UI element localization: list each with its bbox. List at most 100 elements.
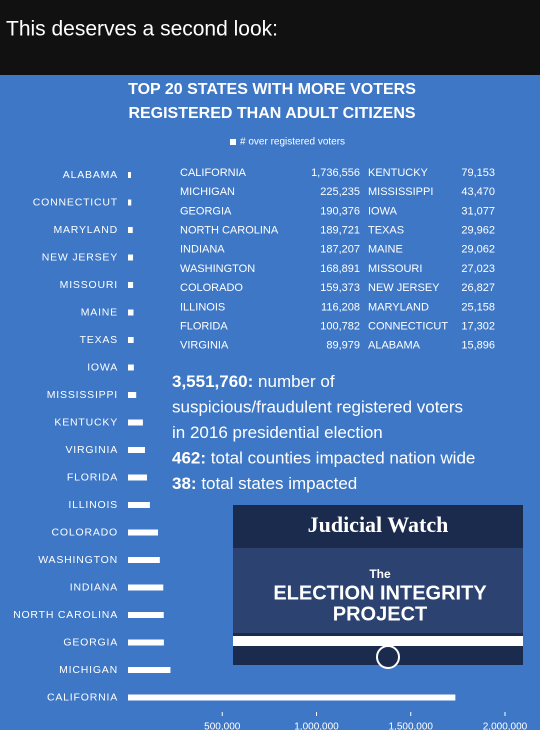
- table-value: 79,153: [461, 167, 495, 179]
- table-state: INDIANA: [180, 244, 225, 256]
- table-state: MISSISSIPPI: [368, 186, 433, 198]
- table-value: 190,376: [320, 205, 360, 217]
- table-value: 29,962: [461, 225, 495, 237]
- table-state: COLORADO: [180, 282, 243, 294]
- bar: [128, 474, 147, 481]
- y-tick-label: NORTH CAROLINA: [13, 609, 118, 621]
- stat-text: in 2016 presidential election: [172, 423, 383, 442]
- chart-title: TOP 20 STATES WITH MORE VOTERS: [128, 81, 416, 98]
- table-state: NORTH CAROLINA: [180, 225, 279, 237]
- table-value: 1,736,556: [311, 167, 360, 179]
- stat-text: suspicious/fraudulent registered voters: [172, 398, 463, 417]
- table-value: 43,470: [461, 186, 495, 198]
- table-state: CALIFORNIA: [180, 167, 247, 179]
- y-tick-label: MAINE: [81, 306, 118, 318]
- stat-line: total counties impacted nation wide: [211, 449, 476, 468]
- banner-title: ELECTION INTEGRITY: [273, 582, 487, 604]
- bar: [128, 447, 145, 453]
- stat-text: 462: total counties impacted nation wide: [172, 449, 475, 468]
- table-value: 100,782: [320, 321, 360, 333]
- bar: [128, 584, 164, 591]
- y-tick-label: MISSISSIPPI: [47, 389, 118, 401]
- y-tick-label: MISSOURI: [60, 279, 118, 291]
- banner-flag: [233, 548, 523, 633]
- bar: [128, 364, 134, 371]
- bar: [128, 337, 134, 343]
- caption: This deserves a second look:: [6, 18, 278, 41]
- table-state: ALABAMA: [368, 340, 421, 352]
- bar: [128, 392, 137, 398]
- legend-swatch: [230, 139, 236, 145]
- table-state: KENTUCKY: [368, 167, 429, 179]
- y-tick-label: NEW JERSEY: [42, 251, 118, 263]
- table-value: 15,896: [461, 340, 495, 352]
- table-state: NEW JERSEY: [368, 282, 440, 294]
- bar: [128, 199, 132, 206]
- table-value: 89,979: [326, 340, 360, 352]
- table-state: TEXAS: [368, 225, 404, 237]
- stat-value: 462:: [172, 449, 206, 468]
- banner-kicker: The: [369, 567, 391, 581]
- table-value: 17,302: [461, 321, 495, 333]
- bar: [128, 639, 164, 646]
- y-tick-label: WASHINGTON: [38, 554, 118, 566]
- bar: [128, 529, 159, 536]
- y-tick-label: ALABAMA: [63, 169, 118, 181]
- banner-strip: [233, 636, 523, 646]
- y-tick-label: MICHIGAN: [59, 664, 118, 676]
- table-state: MICHIGAN: [180, 186, 235, 198]
- table-value: 159,373: [320, 282, 360, 294]
- table-state: WASHINGTON: [180, 263, 255, 275]
- y-tick-label: TEXAS: [80, 334, 118, 346]
- stat-line: number of: [258, 372, 335, 391]
- stat-value: 38:: [172, 474, 197, 493]
- stat-value: 3,551,760:: [172, 372, 253, 391]
- x-tick-label: 1,500,000: [389, 722, 434, 730]
- table-state: MAINE: [368, 244, 403, 256]
- table-value: 29,062: [461, 244, 495, 256]
- bar: [128, 227, 133, 233]
- bar: [128, 309, 134, 316]
- x-tick-label: 2,000,000: [483, 722, 528, 730]
- x-tick-label: 1,000,000: [294, 722, 339, 730]
- bar: [128, 557, 160, 563]
- table-value: 31,077: [461, 205, 495, 217]
- table-value: 116,208: [321, 301, 360, 313]
- table-value: 27,023: [461, 263, 495, 275]
- banner-title: PROJECT: [333, 603, 427, 625]
- banner: Judicial Watch The ELECTION INTEGRITY PR…: [233, 505, 523, 669]
- bar: [128, 282, 134, 288]
- stat-line: suspicious/fraudulent registered voters: [172, 398, 463, 417]
- table-state: MARYLAND: [368, 301, 429, 313]
- table-value: 189,721: [320, 225, 360, 237]
- y-tick-label: INDIANA: [70, 581, 118, 593]
- y-tick-label: COLORADO: [52, 526, 119, 538]
- table-value: 26,827: [461, 282, 495, 294]
- x-tick-label: 500,000: [204, 722, 241, 730]
- table-state: CONNECTICUT: [368, 321, 448, 333]
- table-value: 225,235: [320, 186, 360, 198]
- banner-seal: [376, 645, 400, 669]
- bar: [128, 172, 131, 178]
- y-tick-label: FLORIDA: [67, 471, 118, 483]
- bar: [128, 254, 134, 261]
- table-value: 187,207: [320, 244, 360, 256]
- table-state: IOWA: [368, 205, 398, 217]
- stat-line: in 2016 presidential election: [172, 423, 383, 442]
- bar: [128, 419, 143, 426]
- y-tick-label: CALIFORNIA: [47, 691, 118, 703]
- y-tick-label: GEORGIA: [63, 636, 118, 648]
- table-state: VIRGINIA: [180, 340, 229, 352]
- chart-title: REGISTERED THAN ADULT CITIZENS: [128, 105, 415, 122]
- y-tick-label: IOWA: [87, 361, 118, 373]
- y-tick-label: ILLINOIS: [68, 499, 118, 511]
- bar: [128, 612, 164, 618]
- bar: [128, 502, 150, 508]
- bar: [128, 667, 171, 673]
- stat-text: 38: total states impacted: [172, 474, 357, 493]
- legend-label: # over registered voters: [240, 137, 345, 148]
- post-header: [0, 0, 540, 75]
- table-state: FLORIDA: [180, 321, 228, 333]
- stat-line: total states impacted: [201, 474, 357, 493]
